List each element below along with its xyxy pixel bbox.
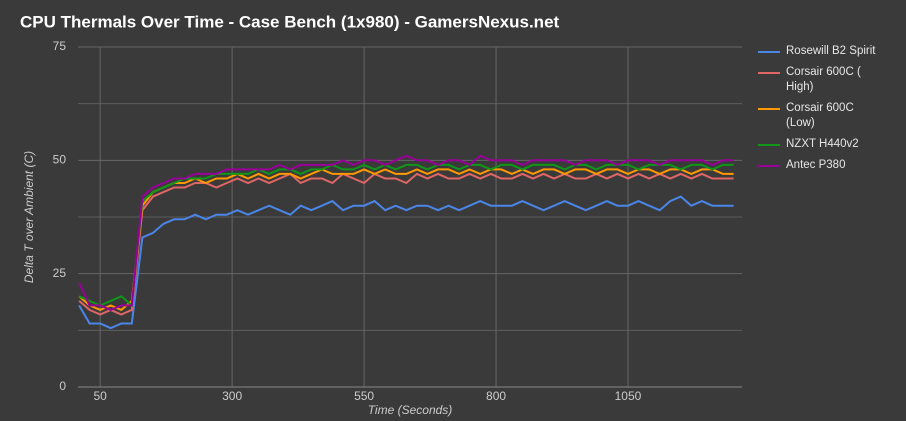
legend-label: Corsair 600C (Low) [786,102,854,129]
chart-title: CPU Thermals Over Time - Case Bench (1x9… [20,12,560,31]
legend-item: Corsair 600C ( High) [758,65,883,95]
y-tick-label: 75 [53,39,67,53]
series-line [78,163,734,308]
y-tick-label: 50 [53,153,67,167]
legend-swatch [758,108,780,110]
y-tick-label: 25 [53,266,67,280]
legend-swatch [758,51,780,53]
legend-item: Rosewill B2 Spirit [758,44,883,59]
legend-swatch [758,72,780,74]
y-tick-label: 0 [59,379,66,393]
x-tick-label: 50 [93,389,107,403]
series-line [78,154,734,311]
legend-swatch [758,165,780,167]
legend-label: Rosewill B2 Spirit [786,45,876,57]
series-line [78,168,734,312]
series-line [78,172,734,316]
x-tick-label: 300 [222,389,242,403]
legend: Rosewill B2 Spirit Corsair 600C ( High) Co… [758,44,883,179]
x-tick-label: 800 [486,389,506,403]
legend-item: Corsair 600C (Low) [758,101,883,131]
legend-swatch [758,144,780,146]
legend-item: Antec P380 [758,158,883,173]
x-axis-title: Time (Seconds) [368,403,453,417]
legend-item: NZXT H440v2 [758,137,883,152]
x-tick-label: 550 [354,389,374,403]
x-tick-label: 1050 [615,389,642,403]
legend-label: Antec P380 [786,159,846,171]
y-axis-title: Delta T over Ambient (C) [22,151,36,283]
legend-label: NZXT H440v2 [786,138,859,150]
legend-label: Corsair 600C ( High) [786,66,861,93]
series-line [78,195,734,330]
